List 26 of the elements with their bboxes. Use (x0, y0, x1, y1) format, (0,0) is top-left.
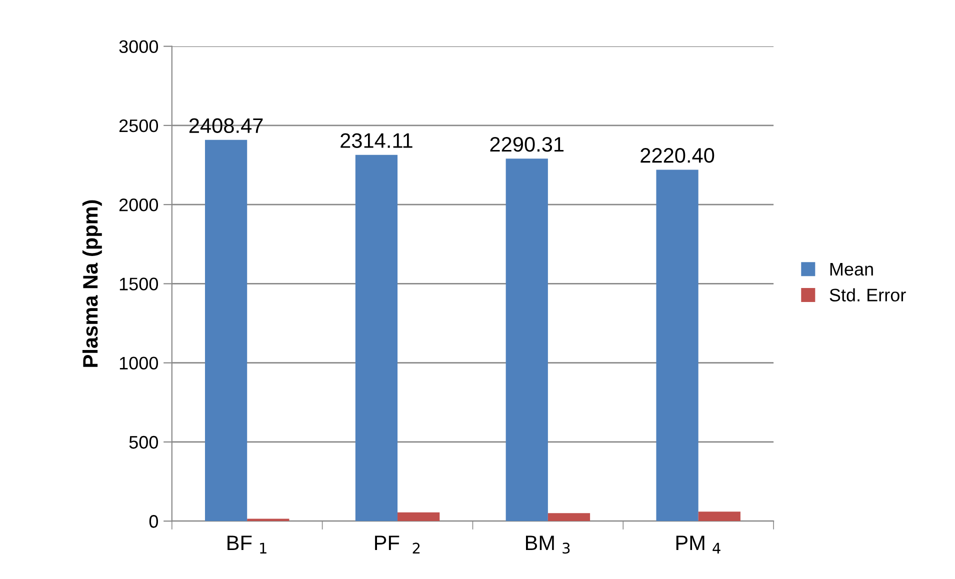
y-tick-label: 0 (149, 515, 158, 528)
x-tick-label: PF $_{2}$ (375, 536, 420, 554)
data-label: 2220.40 (640, 148, 714, 163)
bar (548, 513, 590, 522)
bar (398, 512, 440, 522)
x-tick-label: BF $_{1}$ (228, 536, 266, 554)
y-tick-label: 1500 (120, 278, 158, 290)
legend-label: Std. Error (830, 288, 906, 302)
bar (204, 140, 248, 522)
y-tick-label: 1000 (120, 356, 158, 370)
data-label: 2408.47 (189, 118, 263, 134)
bar (698, 512, 740, 522)
bar (656, 170, 698, 522)
y-tick-label: 2500 (119, 119, 158, 132)
bar (506, 158, 548, 522)
bar (355, 154, 398, 522)
bar (247, 518, 290, 522)
x-tick-label: PM $_{4}$ (676, 536, 720, 554)
x-tick-label: BM $_{3}$ (526, 536, 570, 554)
y-axis-title: Plasma Na (ppm) (82, 200, 102, 367)
legend-label: Mean (830, 263, 873, 276)
y-tick-label: 2000 (119, 198, 158, 212)
y-tick-label: 3000 (119, 40, 158, 54)
data-label: 2290.31 (490, 136, 564, 152)
y-tick-label: 500 (129, 436, 158, 449)
data-label: 2314.11 (340, 133, 412, 148)
